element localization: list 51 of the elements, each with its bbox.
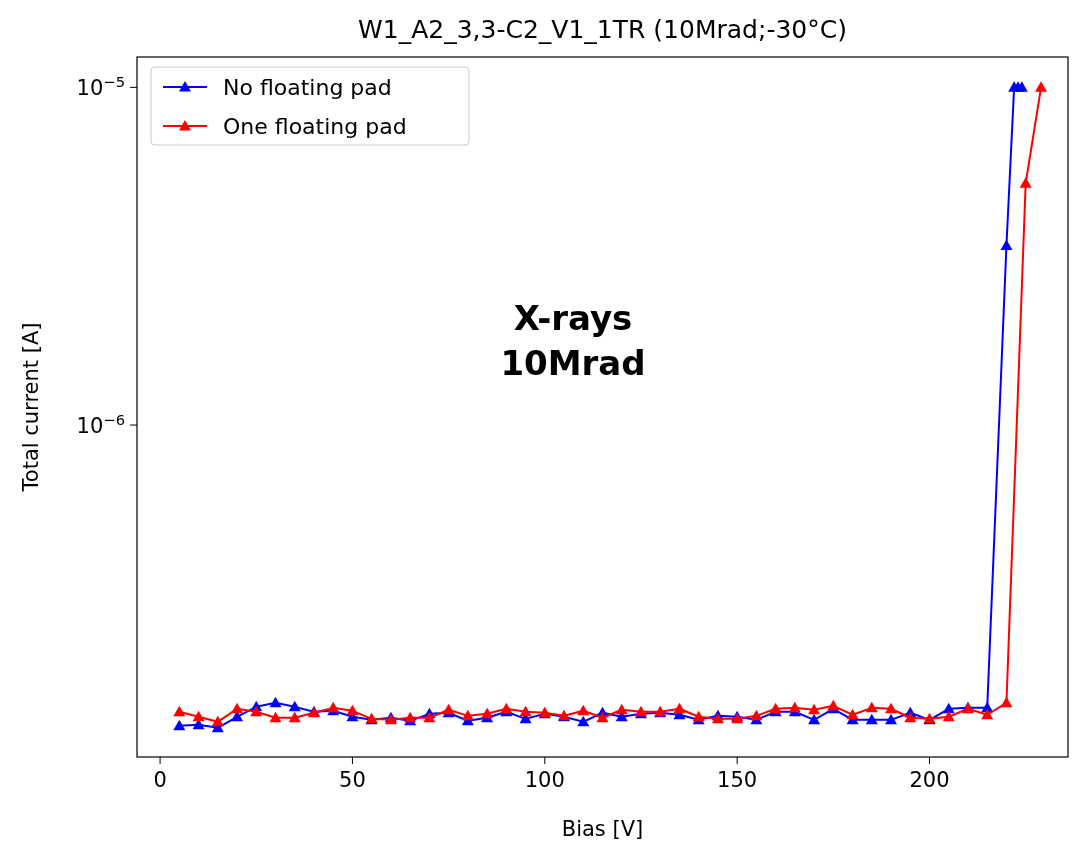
point bbox=[346, 704, 359, 716]
point bbox=[981, 708, 994, 720]
point bbox=[173, 719, 186, 731]
point bbox=[1035, 81, 1048, 92]
chart-title: W1_A2_3,3-C2_V1_1TR (10Mrad;-30°C) bbox=[358, 15, 847, 44]
point bbox=[750, 709, 763, 721]
x-tick-label: 50 bbox=[339, 768, 366, 792]
point bbox=[865, 713, 878, 725]
point bbox=[577, 704, 590, 716]
x-tick-label: 0 bbox=[153, 768, 167, 792]
point bbox=[885, 713, 898, 725]
point bbox=[250, 705, 263, 717]
x-tick-label: 200 bbox=[909, 768, 950, 792]
annotation: X-rays 10Mrad bbox=[500, 298, 646, 383]
point bbox=[481, 707, 494, 719]
point bbox=[1015, 81, 1028, 92]
point bbox=[615, 703, 628, 715]
x-tick-label: 100 bbox=[524, 768, 565, 792]
point bbox=[192, 710, 205, 722]
point bbox=[269, 696, 282, 708]
point bbox=[231, 702, 244, 714]
point bbox=[1000, 239, 1013, 251]
x-tick-label: 150 bbox=[717, 768, 758, 792]
x-axis-title: Bias [V] bbox=[561, 817, 644, 841]
point bbox=[673, 702, 686, 714]
point bbox=[885, 702, 898, 714]
y-tick-label: 10$^{−6}$ bbox=[76, 410, 125, 439]
point bbox=[288, 700, 301, 712]
legend-label: No floating pad bbox=[223, 75, 392, 100]
point bbox=[865, 701, 878, 713]
point bbox=[846, 708, 859, 720]
point bbox=[788, 701, 801, 713]
point bbox=[1019, 177, 1032, 188]
point bbox=[288, 711, 301, 723]
point bbox=[269, 711, 282, 723]
point bbox=[808, 713, 821, 725]
point bbox=[1000, 696, 1013, 708]
y-tick-label: 10$^{−5}$ bbox=[76, 72, 125, 101]
legend-label: One floating pad bbox=[223, 114, 407, 139]
y-axis-title: Total current [A] bbox=[19, 322, 43, 493]
point bbox=[808, 703, 821, 715]
point bbox=[596, 711, 609, 723]
point bbox=[173, 705, 186, 717]
point bbox=[904, 711, 917, 723]
point bbox=[577, 715, 590, 727]
point bbox=[211, 715, 224, 727]
point bbox=[423, 711, 436, 723]
point bbox=[461, 709, 474, 721]
point bbox=[942, 710, 955, 722]
point bbox=[942, 702, 955, 714]
point bbox=[519, 705, 532, 717]
